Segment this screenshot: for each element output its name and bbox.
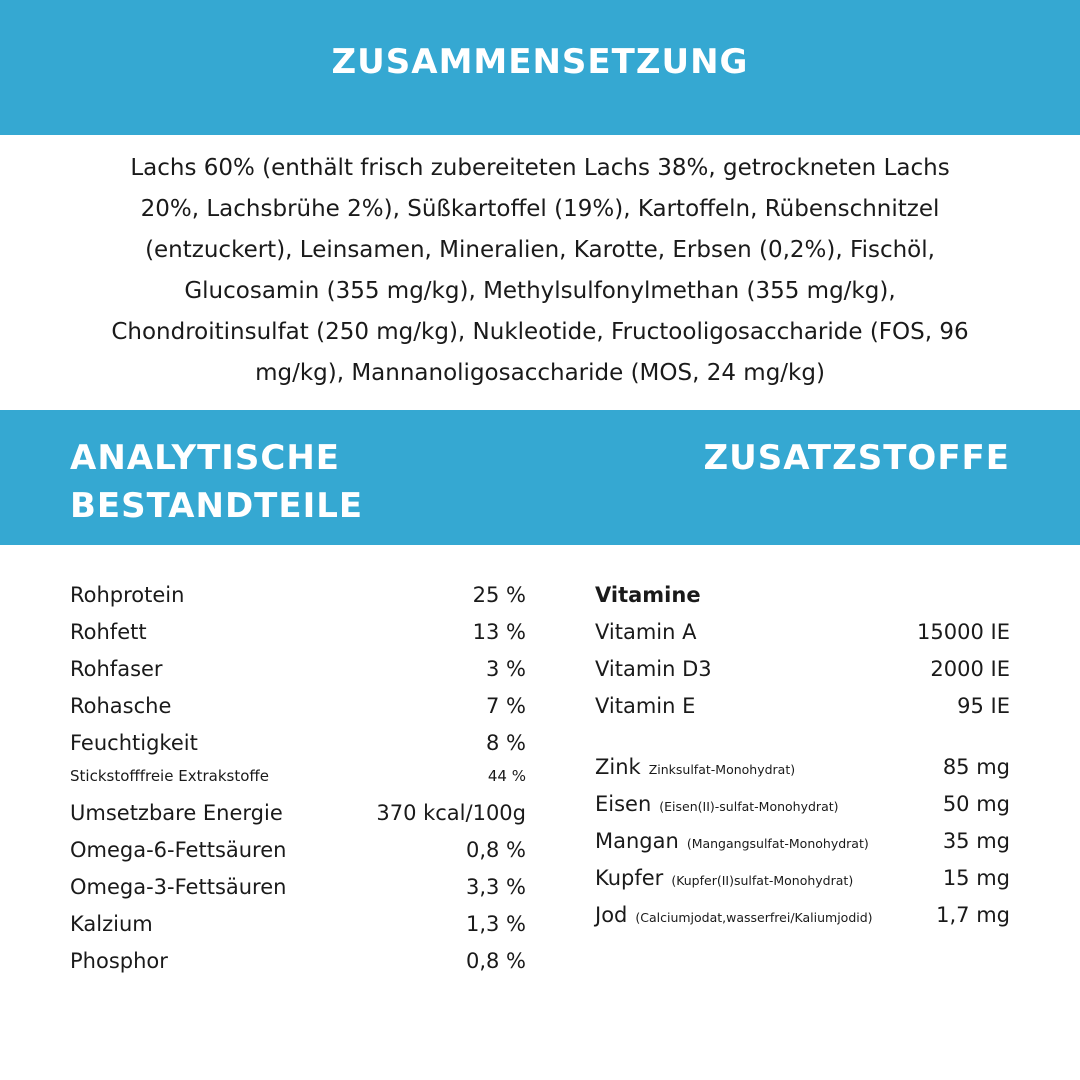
mineral-value: 85 mg [942, 755, 1010, 779]
mineral: Kupfer (Kupfer(II)sulfat-Monohydrat) [595, 860, 853, 899]
composition-line: Chondroitinsulfat (250 mg/kg), Nukleotid… [111, 319, 969, 345]
nutrient-value: 1,3 % [465, 912, 526, 936]
vitamin-row: Vitamin A 15000 IE [595, 614, 1010, 651]
mineral-name: Mangan [595, 829, 679, 853]
mineral-source: (Mangangsulfat-Monohydrat) [686, 836, 869, 851]
nutrient-name: Rohprotein [70, 583, 185, 607]
nutrient-value: 0,8 % [465, 838, 526, 862]
nutrient-name: Umsetzbare Energie [70, 801, 283, 825]
mineral: Mangan (Mangangsulfat-Monohydrat) [595, 823, 869, 862]
additives-title: ZUSATZSTOFFE [703, 438, 1010, 478]
composition: Lachs 60% (enthält frisch zubereiteten L… [0, 148, 1080, 394]
mineral-row: Kupfer (Kupfer(II)sulfat-Monohydrat) 15 mg [595, 860, 1010, 897]
analysis-row: Phosphor 0,8 % [70, 943, 526, 980]
nutrient-value: 0,8 % [465, 949, 526, 973]
mineral-value: 35 mg [942, 829, 1010, 853]
nutrient-name: Stickstofffreie Extrakstoffe [70, 767, 269, 785]
vitamins-title: Vitamine [595, 577, 1010, 614]
nutrient-name: Rohasche [70, 694, 172, 718]
analysis-row: Rohfaser 3 % [70, 651, 526, 688]
nutrient-value: 25 % [472, 583, 526, 607]
mineral-row: Zink Zinksulfat-Monohydrat) 85 mg [595, 749, 1010, 786]
mineral-source: Zinksulfat-Monohydrat) [648, 762, 796, 777]
analysis-row: Omega-6-Fettsäuren 0,8 % [70, 832, 526, 869]
header-band [0, 0, 1080, 135]
nutrient-name: Feuchtigkeit [70, 731, 198, 755]
vitamin-row: Vitamin D3 2000 IE [595, 651, 1010, 688]
vitamin-value: 95 IE [957, 694, 1010, 718]
nutrient-name: Kalzium [70, 912, 153, 936]
vitamin-value: 15000 IE [917, 620, 1010, 644]
mineral-name: Eisen [595, 792, 652, 816]
composition-line: Lachs 60% (enthält frisch zubereiteten L… [130, 155, 950, 181]
composition-line: Glucosamin (355 mg/kg), Methylsulfonylme… [184, 278, 896, 304]
analysis-row: Feuchtigkeit 8 % [70, 725, 526, 762]
mineral-row: Mangan (Mangangsulfat-Monohydrat) 35 mg [595, 823, 1010, 860]
analysis-row: Rohprotein 25 % [70, 577, 526, 614]
nutrient-value: 13 % [472, 620, 526, 644]
mineral-name: Jod [595, 903, 628, 927]
analysis-row: Omega-3-Fettsäuren 3,3 % [70, 869, 526, 906]
vitamin-row: Vitamin E 95 IE [595, 688, 1010, 725]
nutrient-value: 370 kcal/100g [376, 801, 526, 825]
nutrient-value: 44 % [487, 767, 526, 785]
nutrient-name: Rohfett [70, 620, 147, 644]
nutrient-value: 3,3 % [465, 875, 526, 899]
vitamin-value: 2000 IE [930, 657, 1010, 681]
vitamin-name: Vitamin D3 [595, 657, 712, 681]
composition-line: 20%, Lachsbrühe 2%), Süßkartoffel (19%),… [140, 196, 940, 222]
nutrient-value: 7 % [486, 694, 526, 718]
mineral: Jod (Calciumjodat,wasserfrei/Kaliumjodid) [595, 897, 873, 936]
mineral-value: 1,7 mg [936, 903, 1010, 927]
analysis-row: Stickstofffreie Extrakstoffe 44 % [70, 758, 526, 795]
nutrient-name: Omega-3-Fettsäuren [70, 875, 287, 899]
composition-line: (entzuckert), Leinsamen, Mineralien, Kar… [145, 237, 935, 263]
label: Vitamine [595, 583, 701, 607]
mineral-value: 15 mg [942, 866, 1010, 890]
analysis-row: Kalzium 1,3 % [70, 906, 526, 943]
nutrient-name: Phosphor [70, 949, 168, 973]
analysis-row: Rohasche 7 % [70, 688, 526, 725]
analysis-row: Rohfett 13 % [70, 614, 526, 651]
vitamin-name: Vitamin E [595, 694, 696, 718]
mineral-value: 50 mg [942, 792, 1010, 816]
vitamin-name: Vitamin A [595, 620, 697, 644]
mineral-source: (Kupfer(II)sulfat-Monohydrat) [671, 873, 854, 888]
mineral-name: Zink [595, 755, 641, 779]
nutrient-value: 8 % [486, 731, 526, 755]
mineral-row: Eisen (Eisen(II)-sulfat-Monohydrat) 50 mg [595, 786, 1010, 823]
mineral-source: (Calciumjodat,wasserfrei/Kaliumjodid) [635, 910, 873, 925]
mineral: Eisen (Eisen(II)-sulfat-Monohydrat) [595, 786, 839, 825]
mineral-row: Jod (Calciumjodat,wasserfrei/Kaliumjodid)… [595, 897, 1010, 934]
composition-line: mg/kg), Mannanoligosaccharide (MOS, 24 m… [255, 360, 825, 386]
nutrient-name: Omega-6-Fettsäuren [70, 838, 287, 862]
section-band [0, 410, 1080, 545]
nutrient-value: 3 % [486, 657, 526, 681]
mineral: Zink Zinksulfat-Monohydrat) [595, 749, 795, 788]
mineral-name: Kupfer [595, 866, 664, 890]
header-title: ZUSAMMENSETZUNG [331, 42, 749, 82]
analysis-row: Umsetzbare Energie 370 kcal/100g [70, 795, 526, 832]
mineral-source: (Eisen(II)-sulfat-Monohydrat) [659, 799, 839, 814]
analytical-title: ANALYTISCHE BESTANDTEILE [70, 438, 364, 526]
nutrient-name: Rohfaser [70, 657, 163, 681]
